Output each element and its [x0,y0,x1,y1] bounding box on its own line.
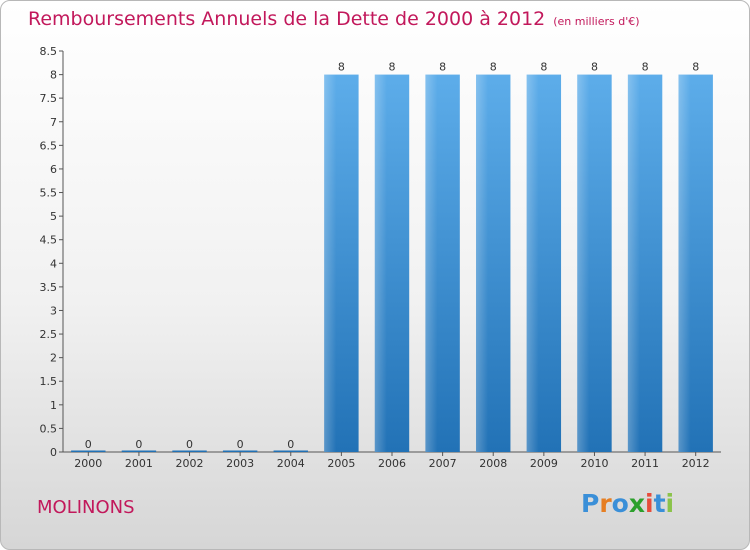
bar [273,450,308,452]
data-label: 8 [692,61,699,74]
logo-letter: i [665,489,675,518]
bar-highlight [577,74,590,453]
data-label: 8 [540,61,547,74]
bar-highlight [627,74,640,453]
x-tick-label: 2002 [176,457,204,470]
x-tick-label: 2009 [530,457,558,470]
y-tick-label: 1 [50,399,57,412]
y-tick-label: 2.5 [40,328,58,341]
y-tick-label: 7 [50,116,57,129]
bar [172,450,207,452]
data-label: 8 [591,61,598,74]
bar-highlight [324,74,337,453]
bar-highlight [476,74,489,453]
x-tick-label: 2012 [682,457,710,470]
y-tick-label: 5.5 [40,187,58,200]
x-tick-label: 2005 [327,457,355,470]
x-tick-label: 2000 [74,457,102,470]
x-tick-label: 2011 [631,457,659,470]
chart-unit: (en milliers d'€) [553,15,640,28]
chart-title: Remboursements Annuels de la Dette de 20… [28,8,640,30]
y-tick-label: 4.5 [40,234,58,247]
x-tick-label: 2010 [580,457,608,470]
y-tick-label: 1.5 [40,375,58,388]
bar [121,450,157,452]
y-tick-label: 3 [50,304,57,317]
bar [222,450,258,452]
x-tick-label: 2006 [378,457,406,470]
bar-highlight [374,74,387,453]
bar [71,450,106,452]
y-tick-label: 4 [50,257,57,270]
labels: 2000 0 2001 0 2002 0 2003 0 2004 0 2005 8 2006 8 2007 8… [74,61,709,470]
y-tick-label: 0.5 [40,422,58,435]
y-tick-label: 5 [50,210,57,223]
data-label: 0 [237,438,244,451]
x-tick-label: 2008 [479,457,507,470]
bar-highlight [526,74,539,453]
y-tick-label: 8 [50,69,57,82]
commune-name: MOLINONS [37,497,135,518]
logo-letter: t [653,489,666,518]
chart-title-text: Remboursements Annuels de la Dette de 20… [28,8,546,30]
logo-letter: o [611,489,629,518]
data-label: 0 [85,438,92,451]
x-tick-label: 2004 [277,457,305,470]
bars [71,74,713,453]
bar-highlight [678,74,691,453]
y-tick-label: 0 [50,446,57,459]
y-tick-label: 7.5 [40,92,58,105]
x-tick-label: 2003 [226,457,254,470]
y-tick-label: 8.5 [40,45,58,58]
data-label: 8 [439,61,446,74]
logo-letter: P [581,489,600,518]
y-tick-label: 6.5 [40,139,58,152]
data-label: 8 [338,61,345,74]
logo-letter: x [628,489,645,518]
logo-letter: i [645,489,654,518]
logo-letter: r [599,489,612,518]
data-label: 0 [135,438,142,451]
data-label: 0 [287,438,294,451]
y-tick-label: 6 [50,163,57,176]
data-label: 8 [642,61,649,74]
x-tick-label: 2001 [125,457,153,470]
data-label: 8 [490,61,497,74]
data-label: 0 [186,438,193,451]
data-label: 8 [389,61,396,74]
y-tick-label: 2 [50,352,57,365]
y-tick-label: 3.5 [40,281,58,294]
proxiti-logo: Proxiti [581,489,674,518]
x-tick-label: 2007 [429,457,457,470]
bar-highlight [425,74,438,453]
